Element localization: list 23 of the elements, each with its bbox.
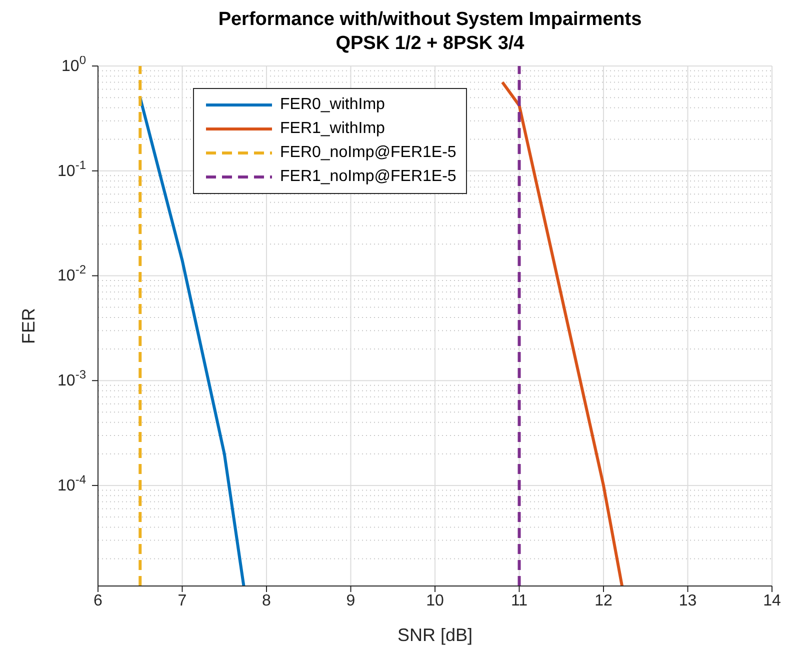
x-tick-label: 13: [678, 592, 697, 610]
legend-label: FER1_withImp: [280, 120, 385, 138]
legend-label: FER0_withImp: [280, 96, 385, 114]
chart-title: Performance with/without System Impairments: [217, 8, 643, 32]
y-axis-title: FER: [18, 308, 38, 344]
y-tick-label: 10$^{-3}$: [58, 368, 86, 390]
legend-label: FER0_noImp@FER1E-5: [280, 144, 456, 162]
x-tick-label: 6: [94, 592, 103, 610]
x-tick-label: 8: [262, 592, 272, 610]
x-tick-label: 10: [426, 592, 444, 610]
chart-subtitle: QPSK 1/2 + 8PSK 3/4: [336, 33, 524, 54]
x-tick-label: 9: [346, 592, 356, 610]
line-series: [500, 80, 624, 586]
y-tick-label: 10$^{-2}$: [58, 262, 86, 285]
line-series: [138, 96, 246, 586]
x-tick-label: 11: [510, 592, 528, 610]
x-axis-title: SNR [dB]: [397, 625, 473, 645]
x-tick-label: 12: [594, 592, 612, 610]
y-tick-label: 10$^{-1}$: [58, 158, 86, 180]
x-tick-label: 14: [763, 592, 781, 610]
y-tick-label: 10$^{-4}$: [58, 472, 86, 494]
legend-label: FER1_noImp@FER1E-5: [280, 168, 456, 186]
x-tick-label: 7: [178, 592, 187, 610]
